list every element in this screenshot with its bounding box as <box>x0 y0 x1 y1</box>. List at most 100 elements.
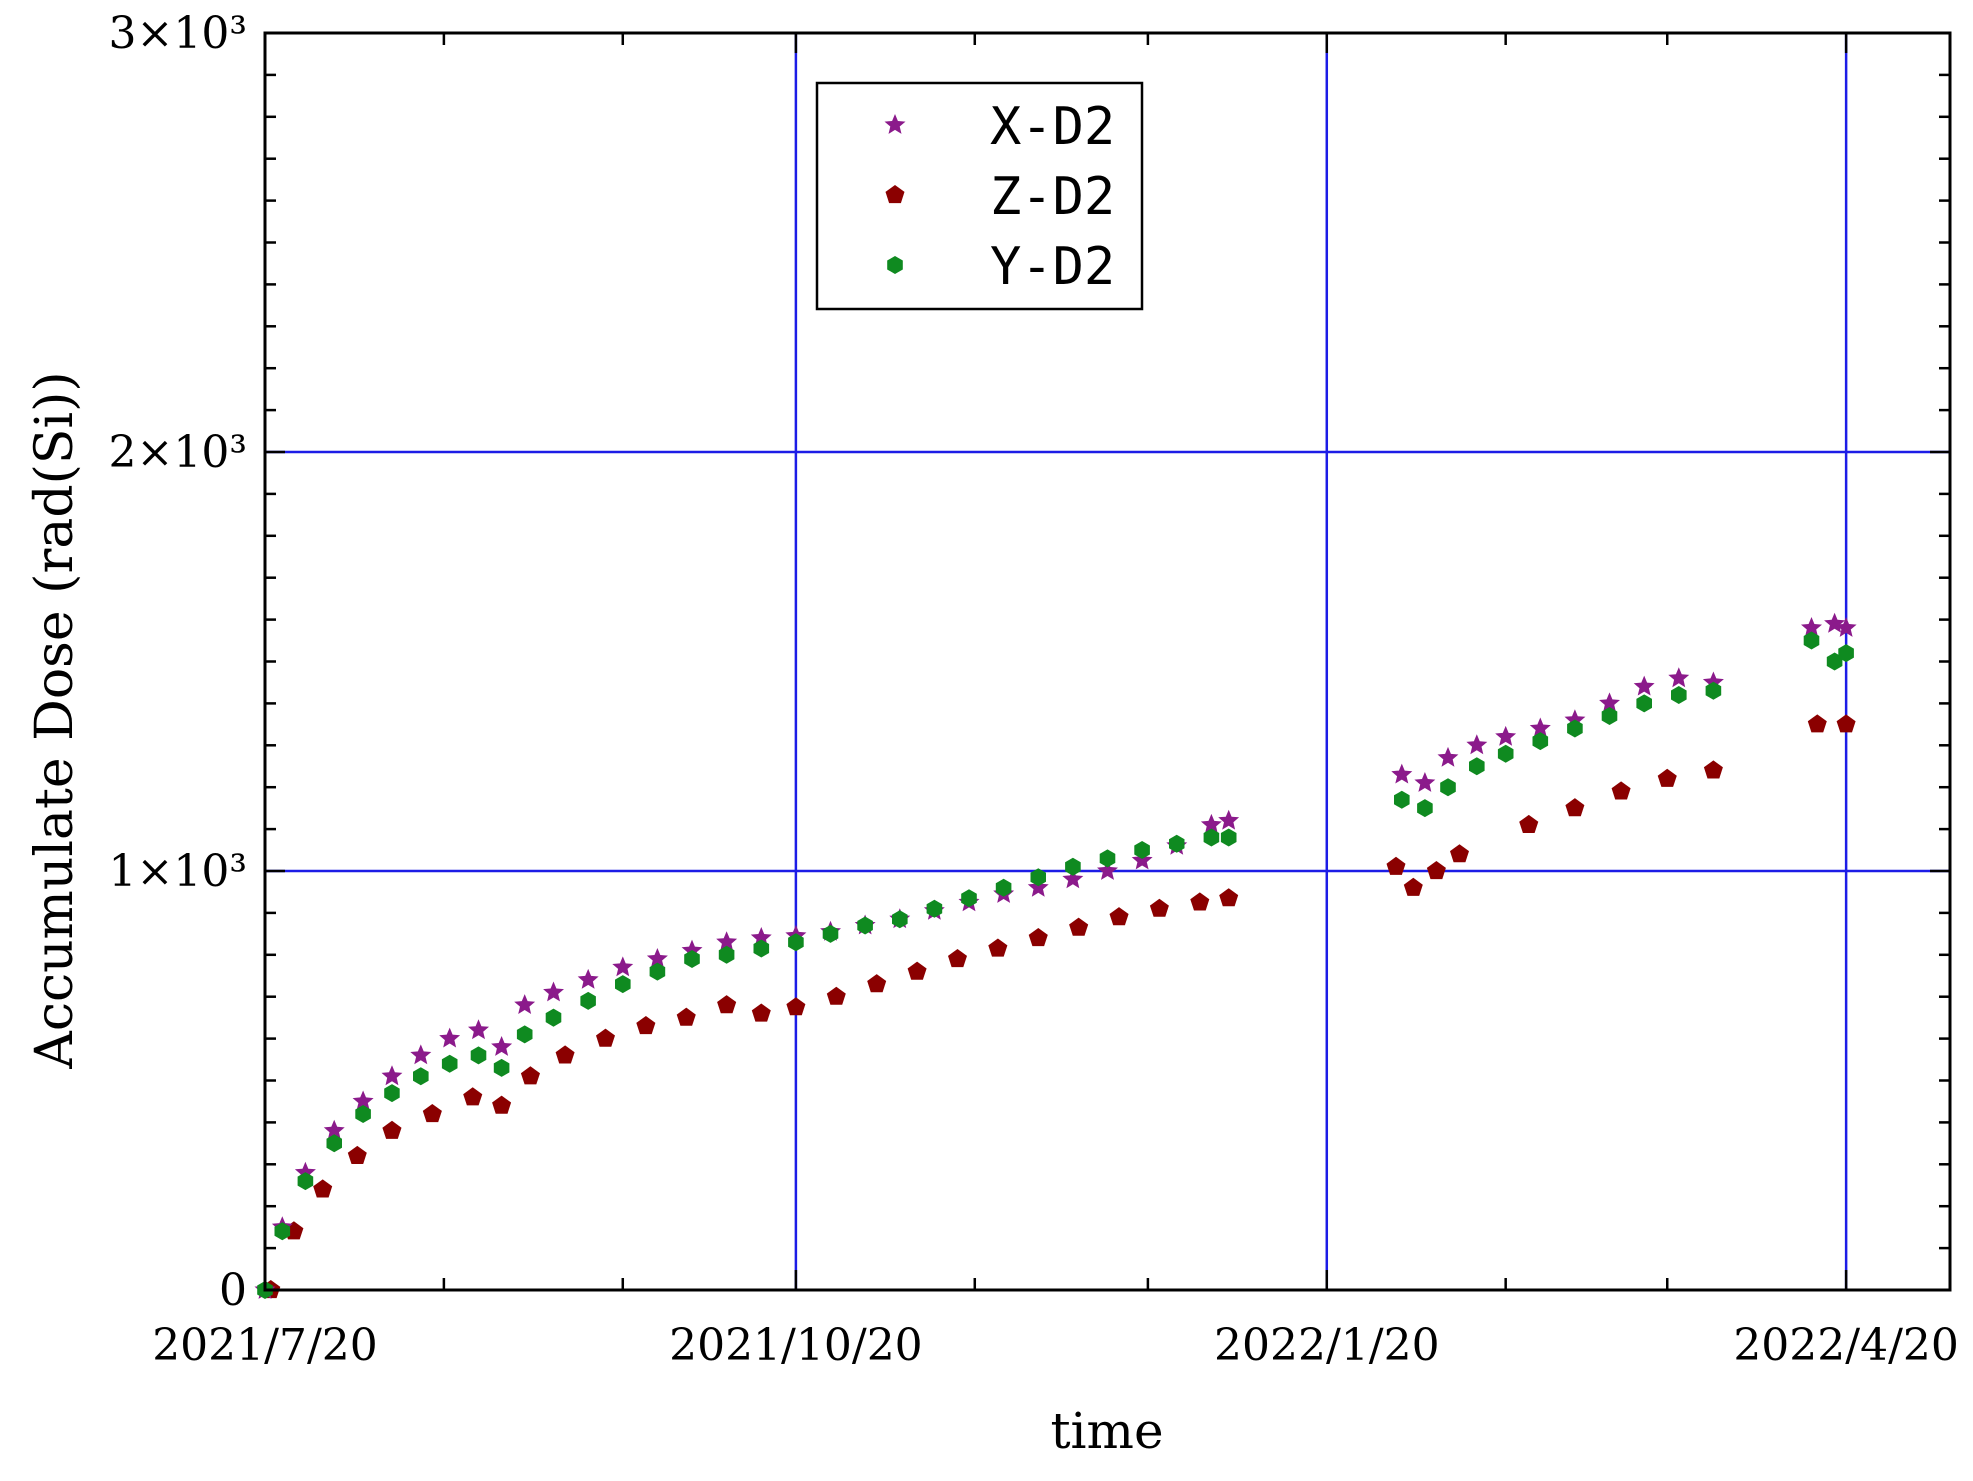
data-point-x-d2 <box>750 927 772 947</box>
data-point-z-d2 <box>751 1003 771 1022</box>
data-point-z-d2 <box>988 938 1008 957</box>
data-point-z-d2 <box>1403 877 1423 896</box>
tick-labels: 0 1×10³ 2×10³ 3×10³ 2021/7/20 2021/10/20 2022/… <box>109 8 1959 1371</box>
y-tick-label: 2×10³ <box>109 427 248 478</box>
data-point-x-d2 <box>410 1044 432 1065</box>
data-point-z-d2 <box>786 997 806 1016</box>
data-point-z-d2 <box>1450 844 1469 863</box>
data-point-z-d2 <box>1426 861 1446 880</box>
data-point-y-d2 <box>649 962 666 981</box>
legend: X-D2 Z-D2 Y-D2 <box>815 81 1144 311</box>
data-point-y-d2 <box>516 1025 533 1044</box>
data-point-y-d2 <box>753 939 770 958</box>
data-point-y-d2 <box>1497 744 1514 763</box>
legend-label-y-d2: Y-D2 <box>990 237 1115 297</box>
data-point-x-d2 <box>1062 868 1084 889</box>
data-point-z-d2 <box>1703 760 1723 779</box>
y-tick-label: 0 <box>219 1265 247 1316</box>
data-point-y-d2 <box>788 933 804 952</box>
data-point-z-d2 <box>1611 781 1631 800</box>
data-point-y-d2 <box>1705 681 1722 700</box>
data-point-x-d2 <box>439 1027 461 1048</box>
data-point-y-d2 <box>274 1222 291 1241</box>
data-point-x-d2 <box>1097 860 1118 880</box>
data-point-y-d2 <box>1417 799 1433 818</box>
data-point-y-d2 <box>1203 828 1220 847</box>
data-point-y-d2 <box>892 910 908 929</box>
data-point-y-d2 <box>493 1058 510 1077</box>
data-point-z-d2 <box>1386 856 1406 875</box>
data-point-x-d2 <box>1391 763 1413 784</box>
data-point-x-d2 <box>1668 667 1690 688</box>
data-point-y-d2 <box>326 1134 342 1153</box>
legend-label-x-d2: X-D2 <box>990 97 1115 157</box>
data-point-z-d2 <box>1109 907 1129 926</box>
data-point-z-d2 <box>555 1045 575 1064</box>
series-y-d2 <box>257 631 1854 1299</box>
data-point-x-d2 <box>1027 876 1049 897</box>
data-point-x-d2 <box>1466 734 1488 755</box>
data-point-z-d2 <box>463 1087 483 1106</box>
x-axis-title: time <box>1050 1402 1163 1460</box>
x-tick-label: 2022/1/20 <box>1214 1320 1440 1371</box>
data-point-y-d2 <box>822 924 839 943</box>
y-axis-title: Accumulate Dose (rad(Si)) <box>25 371 85 1069</box>
data-point-y-d2 <box>297 1172 314 1191</box>
data-point-y-d2 <box>441 1054 458 1073</box>
data-point-y-d2 <box>961 889 977 908</box>
x-tick-label: 2021/7/20 <box>152 1320 378 1371</box>
data-point-z-d2 <box>1028 928 1048 947</box>
legend-marker-y-d2 <box>887 256 903 274</box>
data-point-x-d2 <box>1529 717 1551 738</box>
data-point-z-d2 <box>867 974 887 993</box>
data-point-x-d2 <box>323 1119 345 1140</box>
data-point-z-d2 <box>1836 714 1856 733</box>
data-marks <box>254 612 1857 1299</box>
data-point-z-d2 <box>596 1028 615 1047</box>
data-point-y-d2 <box>1601 707 1618 725</box>
data-point-y-d2 <box>1030 868 1046 887</box>
data-point-y-d2 <box>1440 778 1456 797</box>
data-point-z-d2 <box>1565 798 1585 817</box>
data-point-z-d2 <box>1657 768 1677 787</box>
data-point-z-d2 <box>422 1104 442 1123</box>
y-tick-label: 1×10³ <box>109 846 248 897</box>
data-point-x-d2 <box>1437 746 1459 767</box>
legend-marker-x-d2 <box>884 114 906 134</box>
data-point-y-d2 <box>718 945 735 964</box>
data-point-z-d2 <box>1149 898 1169 917</box>
data-point-x-d2 <box>1495 725 1517 746</box>
data-point-z-d2 <box>676 1007 696 1026</box>
data-point-z-d2 <box>313 1179 333 1198</box>
data-point-y-d2 <box>615 975 631 994</box>
data-point-y-d2 <box>413 1067 429 1086</box>
data-point-x-d2 <box>1414 772 1436 792</box>
data-point-y-d2 <box>545 1008 562 1027</box>
data-point-x-d2 <box>543 981 564 1002</box>
data-point-y-d2 <box>1099 849 1116 868</box>
data-point-y-d2 <box>1838 644 1854 663</box>
data-point-x-d2 <box>1131 849 1153 870</box>
legend-box <box>815 81 1144 311</box>
y-tick-label: 3×10³ <box>109 8 248 59</box>
data-point-z-d2 <box>1219 888 1239 907</box>
x-tick-label: 2022/4/20 <box>1733 1320 1959 1371</box>
data-point-y-d2 <box>580 991 596 1010</box>
data-point-x-d2 <box>577 968 599 989</box>
data-point-z-d2 <box>347 1145 367 1164</box>
data-point-z-d2 <box>492 1095 512 1114</box>
data-point-x-d2 <box>646 948 668 968</box>
data-point-z-d2 <box>907 961 927 980</box>
data-point-z-d2 <box>826 986 846 1005</box>
data-point-z-d2 <box>1069 917 1089 936</box>
data-point-y-d2 <box>857 916 873 935</box>
data-point-x-d2 <box>381 1065 403 1086</box>
data-point-y-d2 <box>1065 857 1081 876</box>
data-point-x-d2 <box>612 956 634 977</box>
data-point-y-d2 <box>1636 694 1652 713</box>
data-point-z-d2 <box>948 949 967 968</box>
data-point-y-d2 <box>1394 790 1410 809</box>
data-point-x-d2 <box>1218 809 1240 830</box>
data-point-x-d2 <box>1835 617 1857 637</box>
